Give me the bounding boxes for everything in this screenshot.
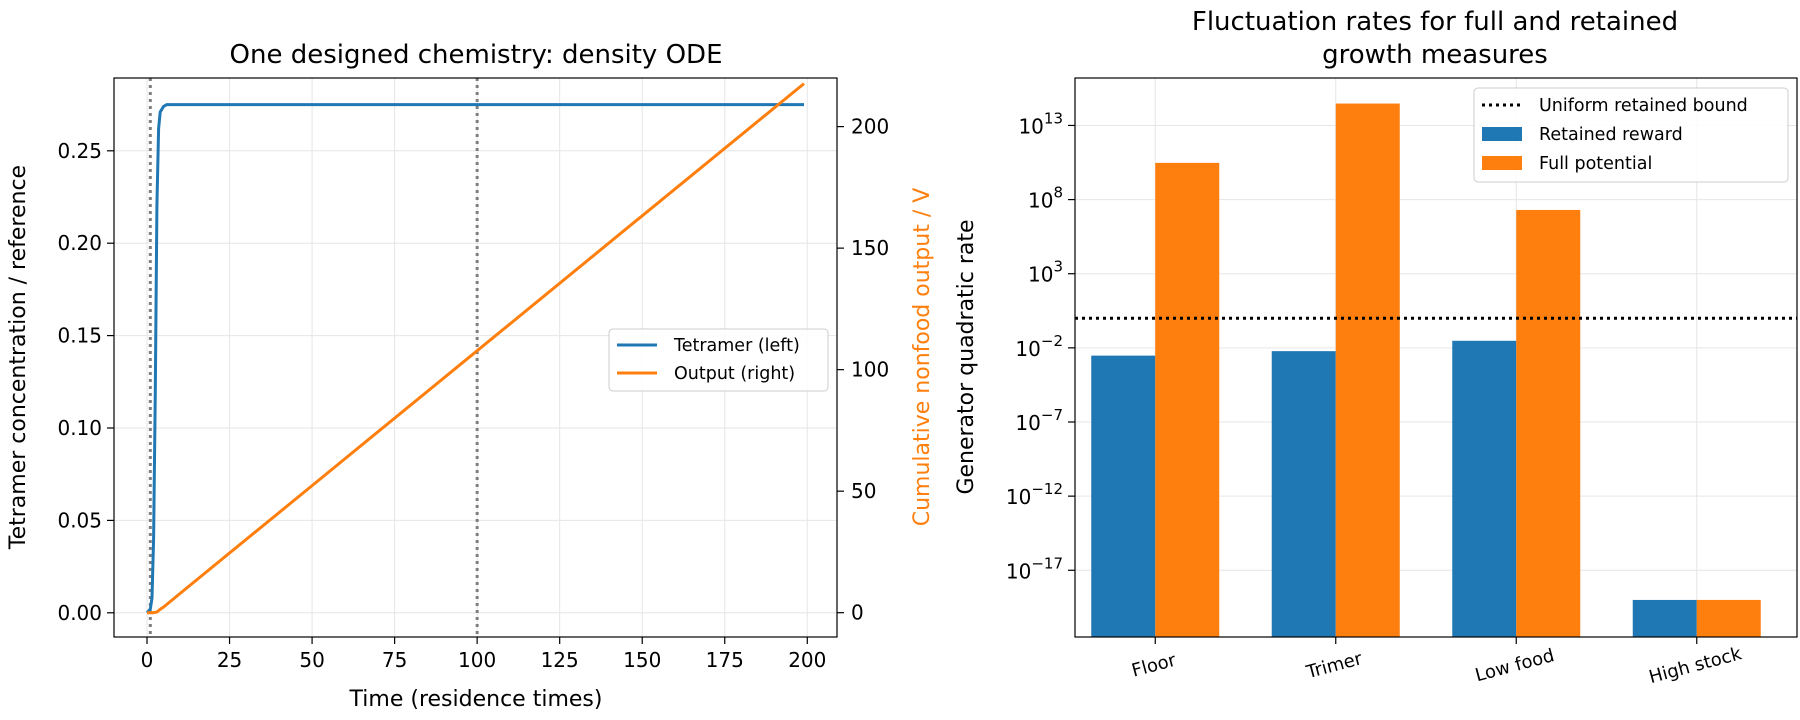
right-x-ticks: Floor Trimer Low food High stock [1129, 637, 1744, 688]
left-reference-lines [148, 78, 479, 637]
right-chart-title-line-2: growth measures [1322, 40, 1548, 70]
right-y-tick-label: 1013 [1018, 109, 1063, 138]
retained-reward-bar [1091, 355, 1156, 637]
legend-label-retained: Retained reward [1539, 125, 1683, 145]
left-y2-tick-label: 200 [851, 115, 889, 139]
left-y2-tick-label: 150 [851, 236, 889, 260]
right-y-tick-label: 10−12 [1006, 480, 1063, 509]
left-y2-tick-label: 50 [851, 479, 876, 503]
legend-swatch-retained [1482, 127, 1522, 141]
right-y-axis-label: Generator quadratic rate [954, 219, 979, 494]
left-x-tick-label: 75 [382, 648, 407, 672]
right-legend: Uniform retained bound Retained reward F… [1473, 87, 1789, 183]
right-x-tick-label: High stock [1647, 643, 1745, 688]
left-y2-axis-label: Cumulative nonfood output / V [910, 188, 935, 527]
left-x-tick-label: 50 [299, 648, 324, 672]
left-x-tick-label: 150 [623, 648, 661, 672]
left-y-tick-label: 0.10 [57, 416, 102, 440]
left-y-tick-label: 0.05 [57, 508, 102, 532]
retained-reward-bar [1271, 351, 1336, 637]
right-y-tick-label: 108 [1028, 184, 1063, 213]
left-x-tick-label: 0 [141, 648, 154, 672]
legend-label-full: Full potential [1539, 154, 1652, 174]
legend-label-output: Output (right) [674, 364, 795, 384]
right-y-tick-label: 10−2 [1015, 332, 1063, 361]
left-y2-tick-label: 0 [851, 601, 864, 625]
full-potential-bar [1335, 103, 1400, 637]
legend-swatch-full [1482, 156, 1522, 170]
tetramer-line [145, 103, 804, 614]
right-plot-frame [1074, 77, 1798, 638]
left-plot-frame [113, 77, 838, 638]
left-chart-title: One designed chemistry: density ODE [230, 40, 723, 70]
left-series [145, 82, 805, 615]
left-chart: One designed chemistry: density ODE 0 25 5… [6, 40, 935, 712]
left-x-axis-label: Time (residence times) [349, 687, 603, 712]
full-potential-bar [1155, 162, 1220, 637]
left-y2-ticks: 0 50 100 150 200 [837, 115, 889, 625]
left-y-tick-label: 0.15 [57, 324, 102, 348]
right-y-ticks: 10−17 10−12 10−7 10−2 103 108 1013 [1006, 109, 1075, 583]
right-y-tick-label: 10−17 [1006, 554, 1063, 583]
right-y-tick-label: 10−7 [1015, 406, 1063, 435]
retained-reward-bar [1632, 599, 1697, 637]
right-y-tick-label: 103 [1028, 258, 1063, 287]
right-chart: Fluctuation rates for full and retained … [954, 7, 1798, 688]
left-x-tick-label: 200 [788, 648, 826, 672]
right-x-tick-label: Low food [1473, 645, 1557, 686]
left-y-ticks: 0.00 0.05 0.10 0.15 0.20 0.25 [57, 139, 114, 625]
legend-label-tetramer: Tetramer (left) [673, 336, 800, 356]
left-legend: Tetramer (left) Output (right) [608, 328, 829, 392]
left-x-tick-label: 175 [706, 648, 744, 672]
left-x-tick-label: 100 [458, 648, 496, 672]
right-x-tick-label: Trimer [1303, 648, 1365, 683]
left-y-tick-label: 0.25 [57, 139, 102, 163]
left-legend-box [608, 328, 829, 392]
right-x-tick-label: Floor [1129, 650, 1178, 682]
left-x-tick-label: 25 [217, 648, 242, 672]
output-line [147, 82, 805, 615]
right-bars [1091, 103, 1761, 637]
left-y-tick-label: 0.00 [57, 601, 102, 625]
legend-label-uniform-bound: Uniform retained bound [1539, 96, 1748, 116]
left-x-tick-label: 125 [541, 648, 579, 672]
retained-reward-bar [1452, 340, 1517, 637]
left-y2-tick-label: 100 [851, 358, 889, 382]
left-y-tick-label: 0.20 [57, 231, 102, 255]
left-x-ticks: 0 25 50 75 100 125 150 175 200 [141, 637, 826, 672]
full-potential-bar [1696, 599, 1761, 637]
right-legend-box [1473, 87, 1789, 183]
left-y-axis-label: Tetramer concentration / reference [6, 165, 31, 550]
full-potential-bar [1516, 209, 1581, 637]
right-chart-title-line-1: Fluctuation rates for full and retained [1192, 7, 1678, 37]
